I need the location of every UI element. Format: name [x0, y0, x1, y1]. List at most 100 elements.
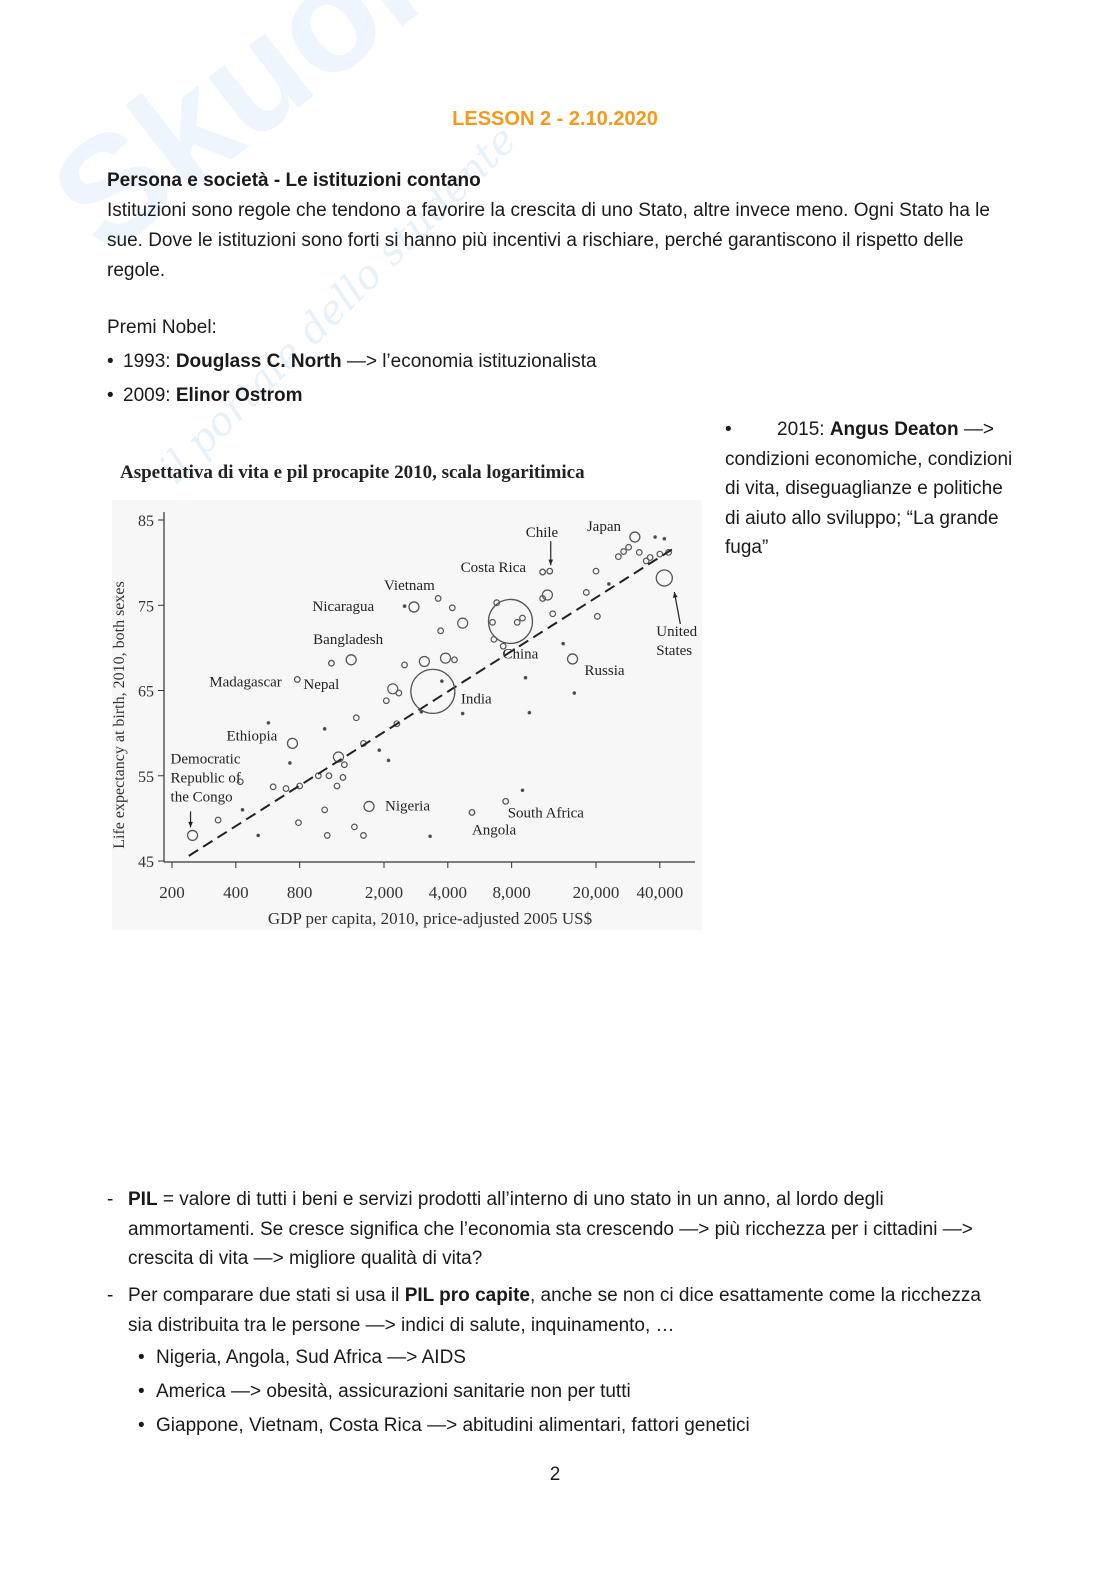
data-point	[653, 535, 657, 539]
chart-background	[112, 500, 702, 930]
data-point	[607, 582, 611, 586]
data-point	[339, 774, 347, 781]
data-point-angola	[468, 808, 476, 816]
data-point	[635, 548, 643, 556]
y-tick-label: 45	[138, 854, 154, 871]
data-point	[646, 554, 654, 561]
data-point	[377, 748, 382, 752]
data-point	[489, 618, 496, 626]
y-tick-label: 85	[138, 513, 154, 530]
data-point	[620, 548, 628, 555]
x-tick-label: 40,000	[636, 883, 683, 902]
data-point	[457, 617, 469, 629]
data-point	[593, 612, 601, 620]
data-point-costa-rica	[539, 568, 547, 576]
data-point	[592, 567, 600, 575]
data-point	[582, 589, 590, 596]
data-point	[437, 627, 445, 635]
data-point	[451, 656, 458, 664]
data-point-india	[410, 668, 456, 715]
data-point-china	[487, 598, 534, 645]
nobel-item: • 2009: Elinor Ostrom	[107, 385, 303, 406]
data-point	[656, 550, 664, 558]
data-point	[662, 536, 667, 541]
data-point	[269, 783, 277, 791]
x-tick-label: 8,000	[493, 883, 531, 902]
data-point	[382, 697, 390, 705]
data-point-nepal	[327, 659, 335, 667]
page-number: 2	[549, 1464, 561, 1485]
data-point	[323, 832, 331, 839]
data-point	[214, 816, 222, 824]
y-tick-label: 75	[138, 598, 154, 615]
data-point	[448, 604, 456, 612]
pil-subitem: • Nigeria, Angola, Sud Africa —> AIDS	[138, 1347, 466, 1368]
data-point	[523, 675, 528, 680]
pil-item: - Per comparare due stati si usa il PIL p…	[107, 1285, 981, 1336]
data-point	[350, 823, 358, 831]
data-point	[642, 557, 650, 565]
data-point-united-states	[655, 569, 673, 587]
point-label: Japan	[587, 519, 622, 535]
data-point	[322, 727, 327, 731]
data-point	[296, 782, 304, 790]
data-point	[266, 721, 271, 725]
data-point	[321, 806, 329, 814]
data-point	[282, 785, 290, 792]
x-tick-label: 4,000	[429, 883, 467, 902]
point-label: Russia	[585, 663, 625, 679]
x-tick-label: 200	[159, 883, 185, 902]
chart-title: Aspettativa di vita e pil procapite 2010…	[120, 462, 585, 483]
pil-subitem: • America —> obesità, assicurazioni sanit…	[138, 1381, 631, 1402]
pil-item: - PIL = valore di tutti i beni e servizi …	[107, 1189, 973, 1269]
point-label: Nigeria	[385, 798, 430, 814]
data-point	[519, 614, 526, 622]
data-point	[393, 720, 401, 728]
point-label: Nicaragua	[313, 599, 375, 615]
data-point	[460, 711, 465, 716]
data-point	[428, 834, 432, 839]
x-tick-label: 400	[223, 883, 249, 902]
section-paragraph: Istituzioni sono regole che tendono a fa…	[107, 200, 990, 281]
data-point	[520, 788, 525, 793]
data-point	[561, 641, 565, 646]
data-point	[434, 595, 442, 602]
trend-line	[188, 548, 674, 857]
y-tick-label: 55	[138, 769, 154, 786]
arrow-head	[548, 559, 554, 566]
arrow-head	[188, 821, 193, 828]
data-point	[340, 761, 348, 769]
data-point	[395, 689, 403, 697]
data-point-japan	[629, 531, 641, 543]
point-label: United States	[656, 624, 697, 659]
data-point	[614, 553, 622, 561]
point-label: Ethiopia	[226, 728, 277, 744]
point-label: Costa Rica	[461, 560, 527, 576]
section-heading: Persona e società - Le istituzioni conta…	[107, 170, 481, 191]
data-point	[439, 652, 452, 664]
point-label: Angola	[472, 822, 517, 838]
page-title: LESSON 2 - 2.10.2020	[452, 108, 658, 130]
point-label: India	[461, 691, 492, 707]
data-point	[386, 758, 391, 763]
data-point	[387, 683, 399, 695]
data-point-nicaragua	[402, 604, 407, 608]
data-point	[240, 808, 245, 812]
data-point	[499, 642, 507, 650]
data-point	[333, 782, 341, 790]
nobel-label: Premi Nobel:	[107, 317, 217, 338]
y-axis-label: Life expectancy at birth, 2010, both sex…	[111, 581, 128, 848]
data-point	[549, 610, 557, 618]
data-point	[325, 772, 333, 780]
data-point-vietnam	[408, 601, 420, 613]
point-label: Madagascar	[209, 674, 281, 690]
data-point	[256, 833, 260, 838]
data-point-nigeria	[363, 800, 375, 813]
data-point-chile	[546, 567, 554, 575]
y-tick-label: 65	[138, 684, 154, 701]
data-point	[513, 618, 521, 626]
data-point	[401, 661, 408, 669]
data-point	[295, 819, 302, 827]
point-label: Chile	[526, 525, 559, 541]
data-point-madagascar	[293, 675, 301, 683]
